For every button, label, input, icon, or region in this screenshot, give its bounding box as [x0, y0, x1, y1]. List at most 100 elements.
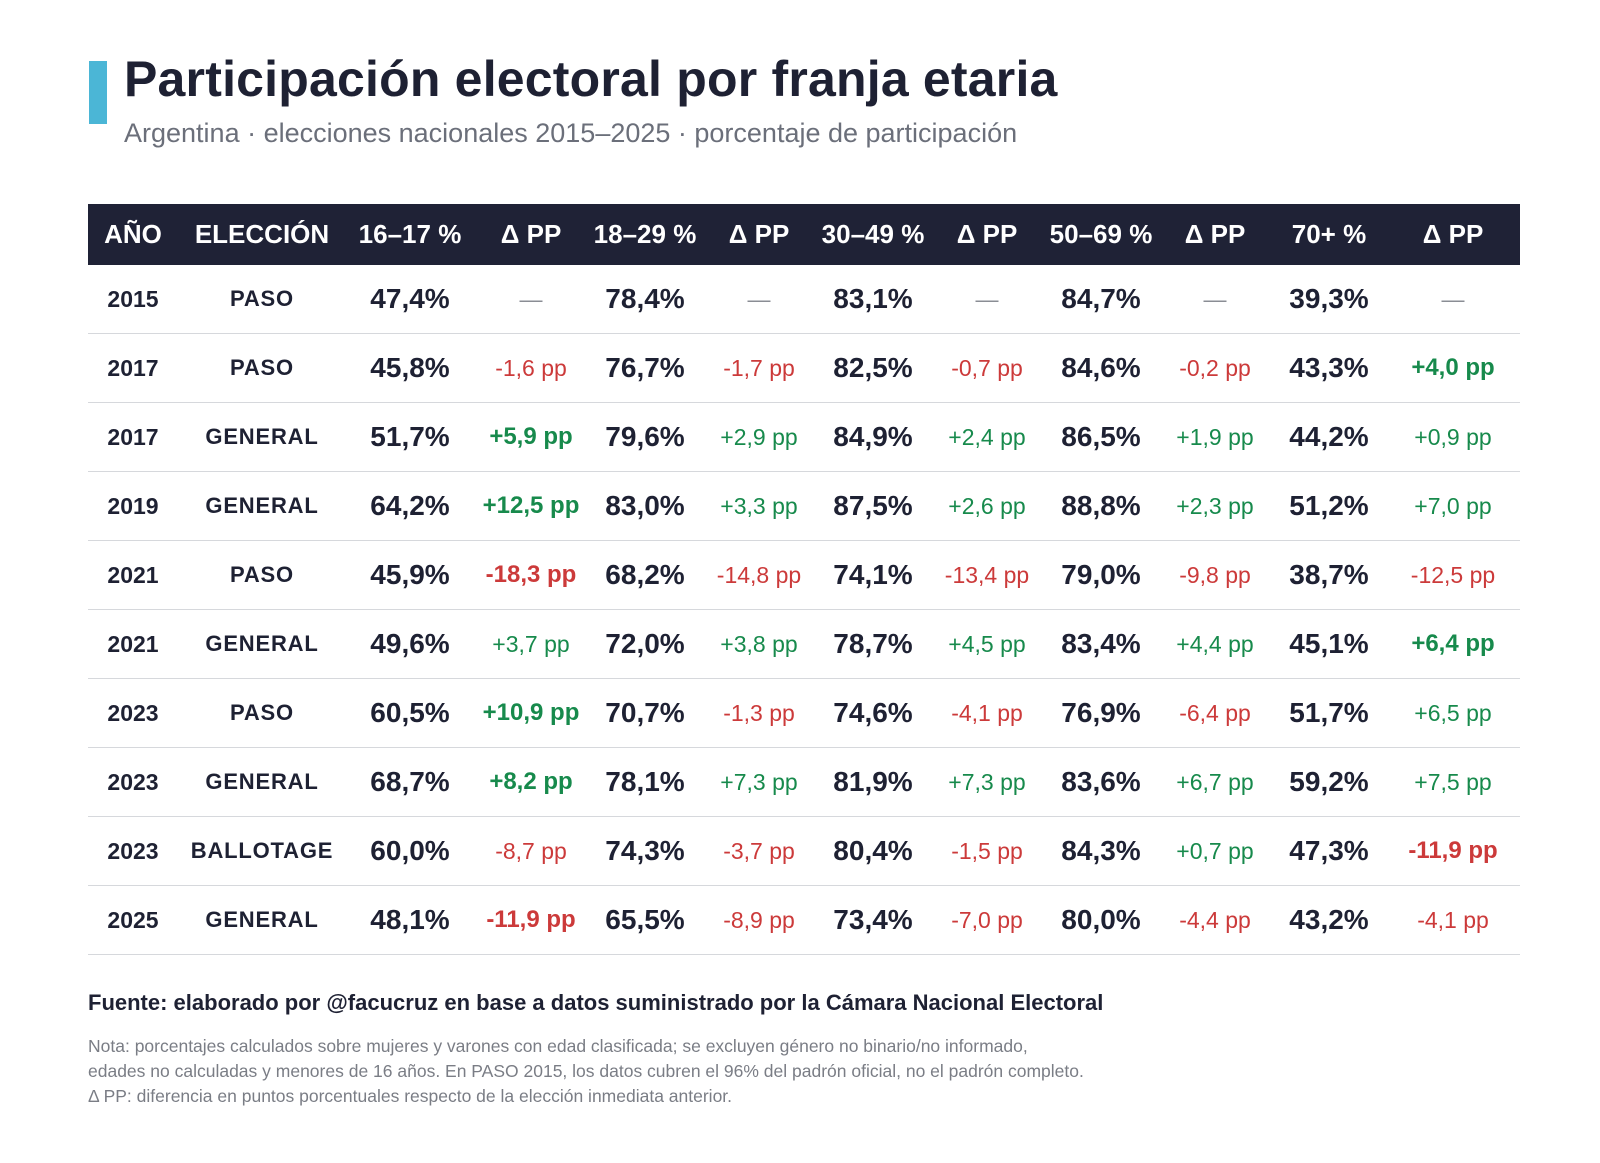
delta-value: -4,1 pp	[930, 678, 1044, 748]
participation-value: 51,7%	[346, 402, 474, 472]
delta-value: —	[1158, 265, 1272, 334]
participation-value: 76,7%	[588, 333, 702, 403]
table-row: 2017 PASO 45,8% -1,6 pp 76,7% -1,7 pp 82,5% -0,…	[88, 333, 1520, 403]
column-header: 18–29 %	[588, 204, 702, 265]
delta-value: +1,9 pp	[1158, 402, 1272, 472]
delta-value: -18,3 pp	[474, 540, 588, 610]
table-row: 2021 PASO 45,9% -18,3 pp 68,2% -14,8 pp 74,1% -…	[88, 540, 1520, 610]
footnote-line: edades no calculadas y menores de 16 año…	[88, 1061, 1084, 1081]
delta-value: -11,9 pp	[474, 885, 588, 955]
election-cell: GENERAL	[178, 747, 346, 817]
delta-value: +2,6 pp	[930, 471, 1044, 541]
participation-value: 73,4%	[816, 885, 930, 955]
column-header: 50–69 %	[1044, 204, 1158, 265]
delta-value: —	[474, 265, 588, 334]
participation-value: 47,4%	[346, 265, 474, 334]
delta-value: +3,7 pp	[474, 609, 588, 679]
participation-value: 83,4%	[1044, 609, 1158, 679]
delta-value: +2,3 pp	[1158, 471, 1272, 541]
delta-value: +7,5 pp	[1386, 747, 1520, 817]
participation-value: 43,2%	[1272, 885, 1386, 955]
delta-value: +7,0 pp	[1386, 471, 1520, 541]
election-cell: BALLOTAGE	[178, 816, 346, 886]
participation-value: 74,1%	[816, 540, 930, 610]
election-cell: GENERAL	[178, 402, 346, 472]
participation-value: 81,9%	[816, 747, 930, 817]
participation-value: 80,4%	[816, 816, 930, 886]
participation-value: 78,1%	[588, 747, 702, 817]
column-header: Δ PP	[702, 204, 816, 265]
delta-value: —	[1386, 265, 1520, 334]
participation-value: 78,7%	[816, 609, 930, 679]
participation-value: 43,3%	[1272, 333, 1386, 403]
participation-value: 47,3%	[1272, 816, 1386, 886]
year-cell: 2023	[88, 678, 178, 748]
year-cell: 2025	[88, 885, 178, 955]
election-cell: GENERAL	[178, 885, 346, 955]
election-cell: PASO	[178, 333, 346, 403]
participation-table: AÑO ELECCIÓN 16–17 % Δ PP 18–29 % Δ PP 30–49 %…	[88, 204, 1520, 955]
delta-value: +6,7 pp	[1158, 747, 1272, 817]
footnote: Nota: porcentajes calculados sobre mujer…	[88, 1034, 1084, 1109]
participation-value: 70,7%	[588, 678, 702, 748]
participation-value: 38,7%	[1272, 540, 1386, 610]
delta-value: +10,9 pp	[474, 678, 588, 748]
column-header: Δ PP	[1158, 204, 1272, 265]
year-cell: 2023	[88, 747, 178, 817]
table-row: 2023 GENERAL 68,7% +8,2 pp 78,1% +7,3 pp 81,9%…	[88, 747, 1520, 817]
participation-value: 82,5%	[816, 333, 930, 403]
column-header: AÑO	[88, 204, 178, 265]
participation-value: 51,7%	[1272, 678, 1386, 748]
delta-value: -11,9 pp	[1386, 816, 1520, 886]
table-row: 2021 GENERAL 49,6% +3,7 pp 72,0% +3,8 pp 78,7%…	[88, 609, 1520, 679]
table-body: 2015 PASO 47,4% —78,4% —83,1% —84,7% —39,3% —20…	[88, 265, 1520, 955]
participation-value: 49,6%	[346, 609, 474, 679]
delta-value: +12,5 pp	[474, 471, 588, 541]
title-accent-bar	[89, 61, 107, 124]
year-cell: 2023	[88, 816, 178, 886]
participation-value: 84,7%	[1044, 265, 1158, 334]
delta-value: -4,4 pp	[1158, 885, 1272, 955]
column-header: 30–49 %	[816, 204, 930, 265]
footnote-line: Δ PP: diferencia en puntos porcentuales …	[88, 1086, 733, 1106]
delta-value: +7,3 pp	[702, 747, 816, 817]
year-cell: 2021	[88, 540, 178, 610]
participation-value: 74,6%	[816, 678, 930, 748]
participation-value: 84,3%	[1044, 816, 1158, 886]
column-header: 70+ %	[1272, 204, 1386, 265]
participation-value: 60,0%	[346, 816, 474, 886]
participation-value: 79,0%	[1044, 540, 1158, 610]
delta-value: -1,3 pp	[702, 678, 816, 748]
delta-value: -3,7 pp	[702, 816, 816, 886]
participation-value: 48,1%	[346, 885, 474, 955]
delta-value: +4,4 pp	[1158, 609, 1272, 679]
participation-value: 65,5%	[588, 885, 702, 955]
participation-value: 68,2%	[588, 540, 702, 610]
delta-value: —	[702, 265, 816, 334]
delta-value: -14,8 pp	[702, 540, 816, 610]
column-header: 16–17 %	[346, 204, 474, 265]
delta-value: —	[930, 265, 1044, 334]
table-row: 2015 PASO 47,4% —78,4% —83,1% —84,7% —39,3% —	[88, 265, 1520, 334]
delta-value: +4,0 pp	[1386, 333, 1520, 403]
delta-value: +4,5 pp	[930, 609, 1044, 679]
year-cell: 2015	[88, 265, 178, 334]
column-header: Δ PP	[930, 204, 1044, 265]
election-cell: GENERAL	[178, 609, 346, 679]
delta-value: -1,6 pp	[474, 333, 588, 403]
participation-value: 76,9%	[1044, 678, 1158, 748]
election-cell: PASO	[178, 265, 346, 334]
source-credit: Fuente: elaborado por @facucruz en base …	[88, 990, 1104, 1015]
delta-value: +3,8 pp	[702, 609, 816, 679]
participation-value: 78,4%	[588, 265, 702, 334]
participation-value: 44,2%	[1272, 402, 1386, 472]
delta-value: -8,7 pp	[474, 816, 588, 886]
delta-value: -0,2 pp	[1158, 333, 1272, 403]
delta-value: +0,7 pp	[1158, 816, 1272, 886]
page-title: Participación electoral por franja etari…	[124, 51, 1058, 107]
delta-value: +6,4 pp	[1386, 609, 1520, 679]
page-subtitle: Argentina · elecciones nacionales 2015–2…	[124, 118, 1018, 148]
table-row: 2023 BALLOTAGE 60,0% -8,7 pp 74,3% -3,7 pp 80,…	[88, 816, 1520, 886]
participation-value: 45,9%	[346, 540, 474, 610]
table-row: 2019 GENERAL 64,2% +12,5 pp 83,0% +3,3 pp 87,5…	[88, 471, 1520, 541]
